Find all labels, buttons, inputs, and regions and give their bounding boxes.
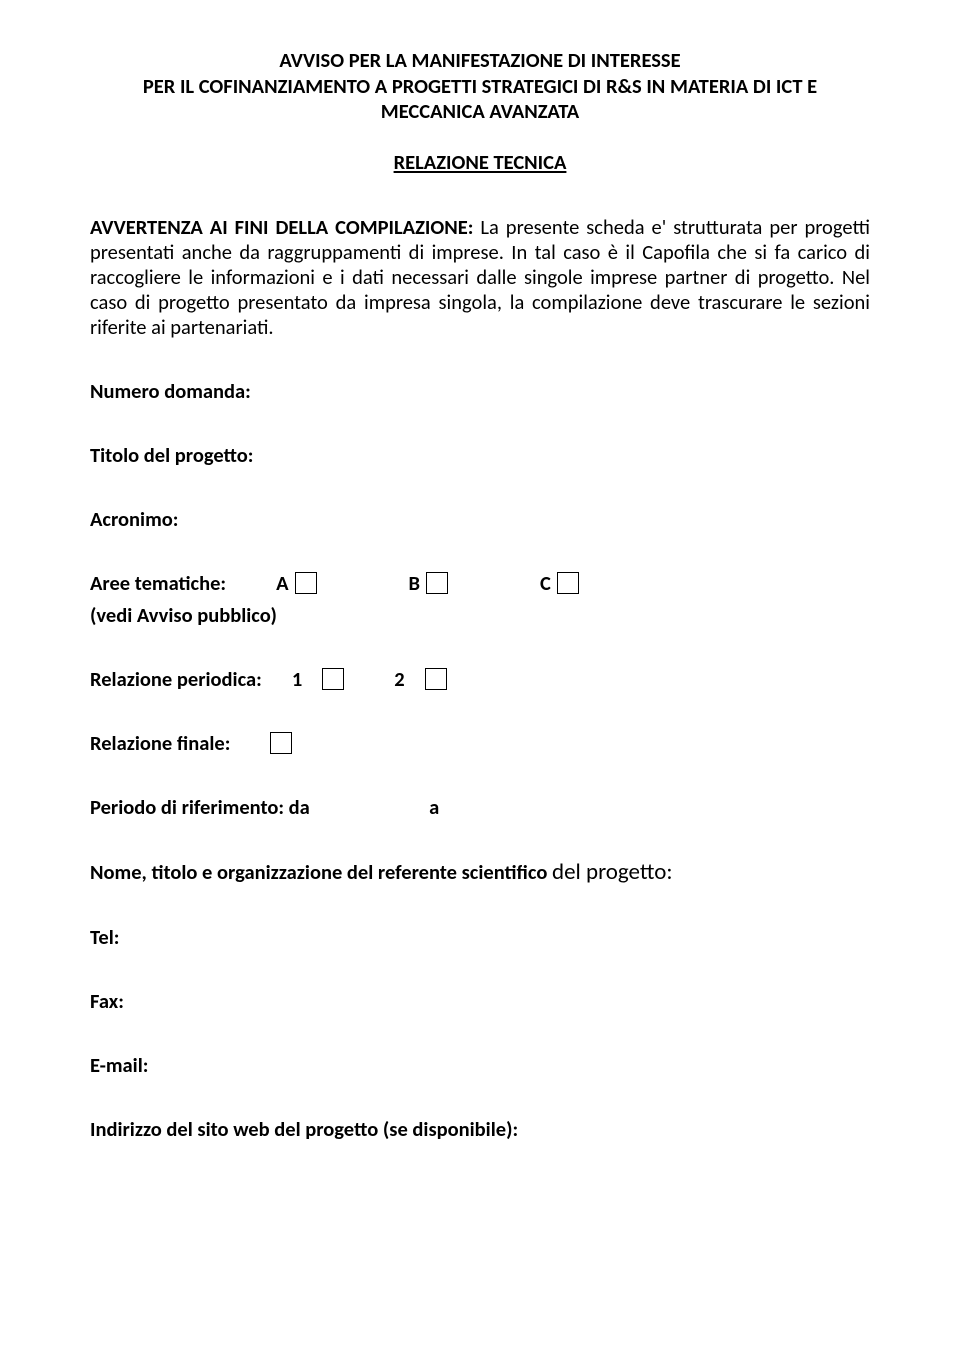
- periodo-riferimento-label: Periodo di riferimento: da: [90, 794, 310, 820]
- nome-referente-row: Nome, titolo e organizzazione del refere…: [90, 858, 870, 886]
- subtitle-relazione-tecnica: RELAZIONE TECNICA: [90, 149, 870, 175]
- relazione-periodica-row: Relazione periodica: 1 2: [90, 666, 870, 692]
- sito-web-label: Indirizzo del sito web del progetto (se …: [90, 1116, 870, 1142]
- aree-note: (vedi Avviso pubblico): [90, 602, 870, 628]
- area-a-checkbox[interactable]: [295, 572, 317, 594]
- avvertenza-paragraph: AVVERTENZA AI FINI DELLA COMPILAZIONE: L…: [90, 215, 870, 340]
- aree-tematiche-row: Aree tematiche: A B C: [90, 570, 870, 596]
- periodica-2-label: 2: [394, 666, 404, 692]
- page: AVVISO PER LA MANIFESTAZIONE DI INTERESS…: [0, 0, 960, 1349]
- area-b-checkbox[interactable]: [426, 572, 448, 594]
- periodo-a-label: a: [429, 794, 439, 820]
- periodica-1-checkbox[interactable]: [322, 668, 344, 690]
- relazione-finale-checkbox[interactable]: [270, 732, 292, 754]
- numero-domanda-label: Numero domanda:: [90, 378, 870, 404]
- titolo-progetto-label: Titolo del progetto:: [90, 442, 870, 468]
- area-a-label: A: [276, 570, 288, 596]
- area-b-label: B: [409, 570, 421, 596]
- title-line-3: MECCANICA AVANZATA: [90, 99, 870, 125]
- periodica-1-label: 1: [292, 666, 302, 692]
- relazione-periodica-label: Relazione periodica:: [90, 666, 262, 692]
- email-label: E-mail:: [90, 1052, 870, 1078]
- relazione-finale-label: Relazione finale:: [90, 730, 230, 756]
- tel-label: Tel:: [90, 924, 870, 950]
- title-line-2: PER IL COFINANZIAMENTO A PROGETTI STRATE…: [90, 74, 870, 100]
- periodo-riferimento-row: Periodo di riferimento: da a: [90, 794, 870, 820]
- avvertenza-heading: AVVERTENZA AI FINI DELLA COMPILAZIONE:: [90, 214, 473, 240]
- fax-label: Fax:: [90, 988, 870, 1014]
- periodica-2-checkbox[interactable]: [425, 668, 447, 690]
- area-c-checkbox[interactable]: [557, 572, 579, 594]
- nome-referente-prefix: Nome, titolo e organizzazione del refere…: [90, 859, 552, 885]
- document-title: AVVISO PER LA MANIFESTAZIONE DI INTERESS…: [90, 48, 870, 125]
- aree-tematiche-label: Aree tematiche:: [90, 570, 226, 596]
- title-line-1: AVVISO PER LA MANIFESTAZIONE DI INTERESS…: [90, 48, 870, 74]
- area-c-label: C: [540, 570, 551, 596]
- relazione-finale-row: Relazione finale:: [90, 730, 870, 756]
- acronimo-label: Acronimo:: [90, 506, 870, 532]
- nome-referente-suffix: del progetto:: [552, 858, 672, 886]
